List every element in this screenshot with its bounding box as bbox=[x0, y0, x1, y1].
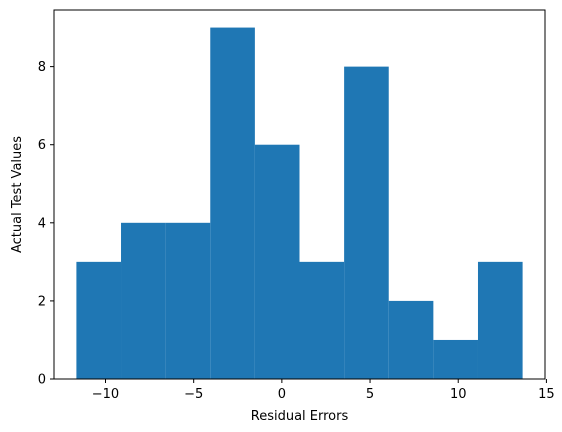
histogram-bar-3 bbox=[210, 28, 255, 379]
y-axis-label: Actual Test Values bbox=[10, 136, 25, 253]
histogram-bar-4 bbox=[255, 145, 300, 379]
x-tick-label: 10 bbox=[450, 387, 467, 402]
x-tick-label: 15 bbox=[538, 387, 555, 402]
y-tick-label: 0 bbox=[38, 373, 46, 388]
x-axis-ticks: −10 −5 0 5 10 15 bbox=[92, 379, 555, 402]
histogram-bar-6 bbox=[344, 67, 389, 379]
x-tick-label: −10 bbox=[92, 387, 119, 402]
histogram-bar-2 bbox=[166, 223, 211, 379]
histogram-bar-5 bbox=[300, 262, 345, 379]
histogram-bar-1 bbox=[121, 223, 166, 379]
x-axis-label: Residual Errors bbox=[251, 409, 349, 424]
histogram-bar-8 bbox=[433, 340, 478, 379]
histogram-bar-0 bbox=[76, 262, 121, 379]
histogram-bars bbox=[76, 28, 522, 379]
y-tick-label: 2 bbox=[38, 294, 46, 309]
y-tick-label: 8 bbox=[38, 60, 46, 75]
y-tick-label: 6 bbox=[38, 138, 46, 153]
x-tick-label: −5 bbox=[184, 387, 203, 402]
histogram-bar-9 bbox=[478, 262, 523, 379]
y-axis-ticks: 0 2 4 6 8 bbox=[38, 60, 54, 387]
y-tick-label: 4 bbox=[38, 216, 46, 231]
histogram-bar-7 bbox=[389, 301, 434, 379]
x-tick-label: 0 bbox=[278, 387, 286, 402]
x-tick-label: 5 bbox=[366, 387, 374, 402]
